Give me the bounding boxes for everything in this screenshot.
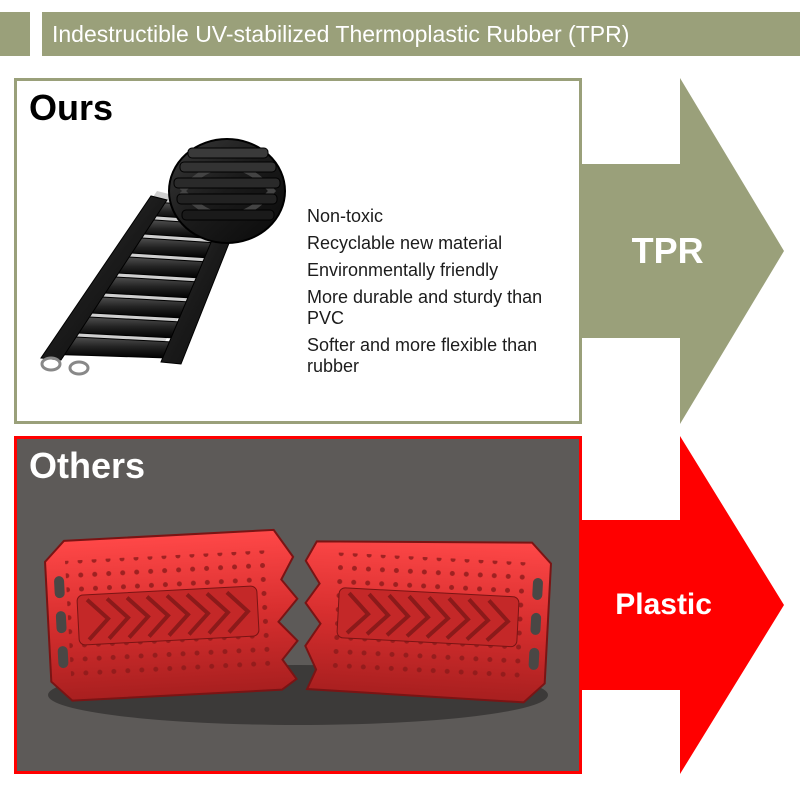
feature-list: Non-toxic Recyclable new material Enviro… xyxy=(307,91,569,411)
others-arrow-block: Plastic xyxy=(582,436,786,774)
feature-item: Softer and more flexible than rubber xyxy=(307,335,569,377)
tpr-track-image xyxy=(27,91,307,401)
tpr-track-icon xyxy=(27,106,307,386)
ours-arrow-label: TPR xyxy=(632,233,704,269)
others-arrow-label: Plastic xyxy=(615,590,712,620)
others-label: Others xyxy=(29,445,145,487)
feature-item: Non-toxic xyxy=(307,206,569,227)
others-row: Others xyxy=(14,436,786,774)
ours-arrow-block: TPR xyxy=(582,78,786,424)
others-content xyxy=(17,439,579,771)
page-title: Indestructible UV-stabilized Thermoplast… xyxy=(42,12,800,56)
others-panel: Others xyxy=(14,436,582,774)
title-accent-block xyxy=(0,12,30,56)
title-bar: Indestructible UV-stabilized Thermoplast… xyxy=(0,12,800,56)
feature-item: Environmentally friendly xyxy=(307,260,569,281)
ours-panel: Ours xyxy=(14,78,582,424)
broken-plastic-icon xyxy=(28,465,568,745)
feature-item: Recyclable new material xyxy=(307,233,569,254)
ours-row: Ours xyxy=(14,78,786,424)
title-gap xyxy=(30,12,42,56)
ours-label: Ours xyxy=(29,87,113,129)
ours-content: Non-toxic Recyclable new material Enviro… xyxy=(17,81,579,421)
feature-item: More durable and sturdy than PVC xyxy=(307,287,569,329)
